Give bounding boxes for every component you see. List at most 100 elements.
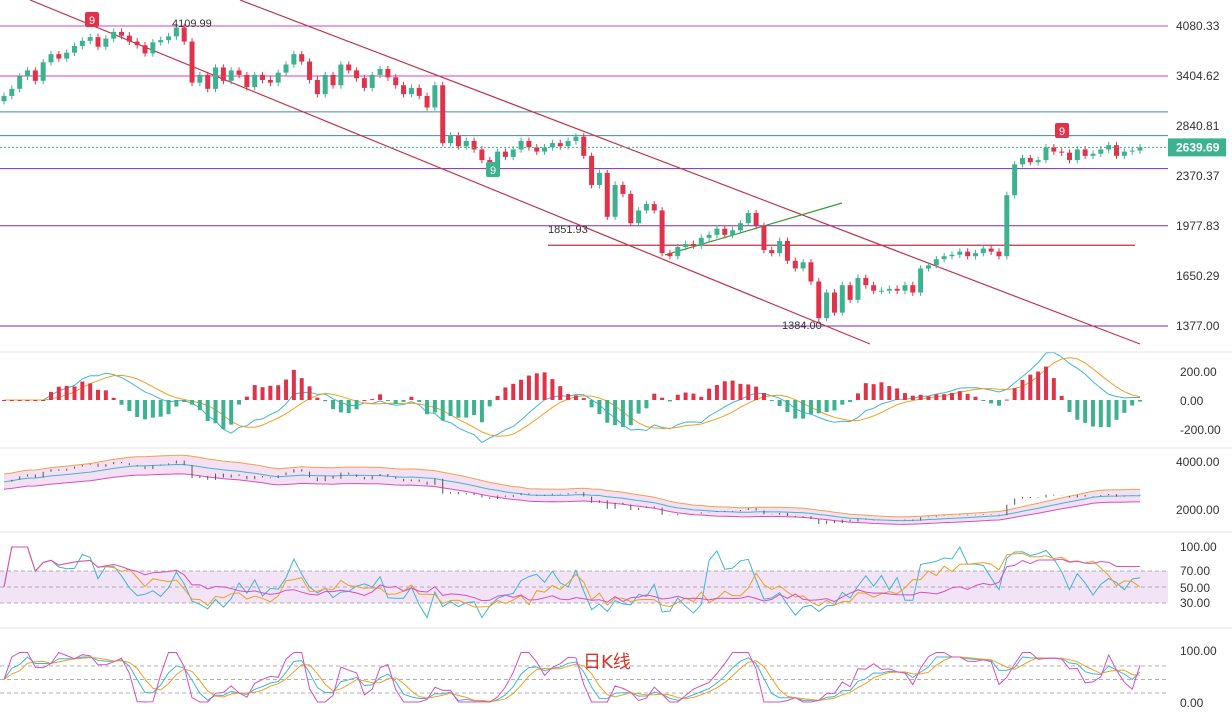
- candle-body: [32, 70, 38, 81]
- macd-histogram-bar: [440, 400, 445, 421]
- high-price-label: 4109.99: [172, 18, 212, 30]
- candle-body: [965, 251, 971, 257]
- macd-histogram-bar: [1012, 388, 1017, 400]
- candle-body: [495, 151, 501, 167]
- macd-histogram-bar: [675, 394, 680, 400]
- kdj-j-line: [3, 651, 1141, 703]
- macd-axis-tick: -200.00: [1180, 423, 1221, 437]
- candle-body: [690, 243, 696, 246]
- candle-body: [1059, 151, 1065, 153]
- candle-body: [126, 35, 132, 42]
- candle-body: [291, 54, 297, 65]
- td-count-label: 9: [490, 165, 496, 177]
- macd-histogram-bar: [1098, 400, 1103, 428]
- bollinger-lower-line: [3, 473, 1140, 525]
- macd-histogram-bar: [370, 399, 375, 401]
- candle-body: [56, 54, 62, 59]
- macd-histogram-bar: [472, 400, 477, 416]
- candle-body: [526, 140, 532, 148]
- macd-histogram-bar: [793, 400, 798, 419]
- macd-histogram-bar: [1036, 371, 1041, 400]
- macd-histogram-bar: [103, 390, 108, 400]
- macd-histogram-bar: [362, 399, 367, 401]
- macd-histogram-bar: [566, 394, 571, 400]
- price-panel[interactable]: 9 9 9 2639.69: [0, 0, 1226, 345]
- macd-histogram-bar: [652, 393, 657, 400]
- macd-histogram-bar: [761, 392, 766, 400]
- candle-body: [792, 260, 798, 269]
- candle-body: [636, 210, 642, 224]
- macd-histogram-bar: [534, 373, 539, 400]
- macd-histogram-bar: [1075, 400, 1080, 420]
- candle-body: [377, 68, 383, 75]
- candle-body: [1090, 153, 1096, 156]
- macd-histogram-bar: [973, 396, 978, 400]
- watermark-label: 日K线: [583, 652, 631, 673]
- macd-histogram-bar: [1106, 400, 1111, 428]
- macd-histogram-bar: [401, 400, 406, 402]
- candle-body: [244, 74, 250, 88]
- candle-body: [745, 212, 751, 224]
- candle-body: [886, 288, 892, 291]
- candle-body: [401, 85, 407, 95]
- macd-histogram-bar: [722, 381, 727, 400]
- candle-body: [189, 41, 195, 83]
- candle-body: [25, 70, 31, 77]
- candle-body: [753, 212, 759, 226]
- macd-histogram-bar: [260, 387, 265, 400]
- candle-body: [839, 285, 845, 313]
- macd-histogram-bar: [691, 393, 696, 400]
- candle-body: [64, 52, 70, 59]
- kdj-k-line: [3, 656, 1141, 703]
- macd-histogram-bar: [315, 397, 320, 400]
- candle-body: [925, 265, 931, 269]
- candle-body: [283, 64, 289, 73]
- candle-body: [166, 36, 172, 41]
- macd-histogram-bar: [824, 400, 829, 413]
- rsi-axis-tick: 100.00: [1180, 540, 1217, 554]
- candle-body: [996, 251, 1002, 257]
- macd-histogram-bar: [174, 400, 179, 407]
- candle-body: [1082, 149, 1088, 156]
- rsi-axis-tick: 70.00: [1180, 564, 1210, 578]
- price-axis-tick: 1977.83: [1176, 219, 1220, 233]
- rsi-line: [3, 546, 1141, 603]
- candle-body: [918, 268, 924, 293]
- candle-body: [1043, 147, 1049, 161]
- candle-body: [651, 204, 657, 211]
- candle-body: [1074, 149, 1080, 161]
- macd-histogram-bar: [636, 400, 641, 414]
- macd-histogram-bar: [526, 375, 531, 400]
- candle-body: [902, 285, 908, 291]
- candle-body: [205, 74, 211, 89]
- candle-body: [1019, 157, 1025, 165]
- macd-histogram-bar: [495, 395, 500, 400]
- macd-histogram-bar: [119, 400, 124, 405]
- macd-histogram-bar: [307, 386, 312, 400]
- macd-histogram-bar: [949, 392, 954, 400]
- candle-body: [354, 70, 360, 79]
- macd-histogram-bar: [597, 400, 602, 415]
- macd-histogram-bar: [80, 381, 85, 400]
- candle-body: [150, 42, 156, 54]
- kdj-panel: 100.00 0.00: [0, 644, 1217, 710]
- candle-body: [72, 46, 78, 53]
- macd-histogram-bar: [754, 386, 759, 400]
- macd-histogram-bar: [887, 386, 892, 400]
- candle-body: [698, 237, 704, 246]
- candle-body: [1121, 151, 1127, 156]
- macd-histogram-bar: [965, 393, 970, 400]
- candle-body: [800, 262, 806, 269]
- kdj-axis-tick: 0.00: [1180, 696, 1204, 710]
- candle-body: [730, 230, 736, 235]
- candle-body: [620, 184, 626, 194]
- macd-histogram-bar: [589, 400, 594, 408]
- macd-histogram-bar: [143, 400, 148, 420]
- price-axis: 4080.33 3404.62 2840.81 2370.37 1977.83 1650.…: [0, 19, 1232, 629]
- candle-body: [643, 204, 649, 211]
- candle-body: [777, 240, 783, 254]
- macd-histogram-bar: [33, 400, 38, 401]
- macd-histogram-bar: [581, 398, 586, 400]
- candle-body: [816, 281, 822, 319]
